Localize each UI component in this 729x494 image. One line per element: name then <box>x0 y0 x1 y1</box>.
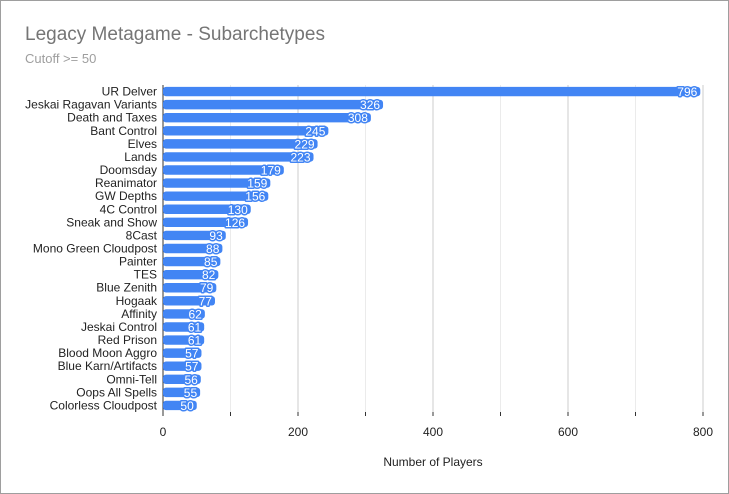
bar <box>163 86 701 97</box>
value-label: 156 <box>245 190 265 204</box>
value-label: 159 <box>247 177 267 191</box>
bar <box>163 296 215 306</box>
value-label: 62 <box>188 307 202 321</box>
value-label: 79 <box>200 281 214 295</box>
bar <box>163 99 384 110</box>
category-label: Death and Taxes <box>67 111 157 125</box>
bar <box>163 191 269 201</box>
bar <box>163 230 226 241</box>
category-label: Elves <box>128 137 157 151</box>
bars <box>163 86 701 411</box>
category-label: UR Delver <box>102 85 157 99</box>
bar <box>163 139 318 149</box>
bar <box>163 178 271 188</box>
chart-subtitle: Cutoff >= 50 <box>25 51 97 66</box>
bar <box>163 361 202 371</box>
x-tick-label: 200 <box>288 425 308 439</box>
value-label: 796 <box>677 85 697 99</box>
value-label: 93 <box>209 229 223 243</box>
x-tick-label: 600 <box>558 425 578 439</box>
bar <box>163 269 219 280</box>
bar <box>163 256 221 267</box>
category-label: 4C Control <box>100 202 157 216</box>
bar <box>163 322 205 332</box>
x-axis-label: Number of Players <box>383 455 482 469</box>
x-tick-label: 0 <box>160 425 167 439</box>
category-label: Sneak and Show <box>66 215 157 229</box>
value-label: 57 <box>185 360 199 374</box>
category-label: Blue Karn/Artifacts <box>58 359 157 373</box>
value-label: 245 <box>305 124 325 138</box>
category-label: TES <box>134 268 157 282</box>
value-label: 82 <box>202 268 216 282</box>
value-label: 57 <box>185 347 199 361</box>
category-label: Mono Green Cloudpost <box>33 242 158 256</box>
value-label: 223 <box>290 150 310 164</box>
bar <box>163 126 329 136</box>
category-label: GW Depths <box>95 189 157 203</box>
value-label: 308 <box>348 111 368 125</box>
value-label: 326 <box>360 98 380 112</box>
category-label: Hogaak <box>116 294 158 308</box>
category-label: Painter <box>119 255 157 269</box>
bar <box>163 204 251 214</box>
category-label: Jeskai Ragavan Variants <box>25 98 157 112</box>
value-label: 229 <box>295 137 315 151</box>
value-label: 179 <box>261 164 281 178</box>
category-label: Affinity <box>121 307 157 321</box>
value-label: 61 <box>188 334 202 348</box>
bar <box>163 348 202 358</box>
x-tick-label: 800 <box>693 425 713 439</box>
bar <box>163 400 197 411</box>
category-label: Reanimator <box>95 176 157 190</box>
bar <box>163 152 314 162</box>
bar <box>163 387 201 398</box>
category-label: 8Cast <box>126 228 158 242</box>
bar <box>163 243 223 254</box>
bar <box>163 112 371 123</box>
value-label: 126 <box>225 216 245 230</box>
category-label: Jeskai Control <box>81 320 157 334</box>
category-label: Oops All Spells <box>76 385 157 399</box>
value-label: 56 <box>184 373 198 387</box>
bar <box>163 217 249 228</box>
bar <box>163 283 217 293</box>
value-label: 55 <box>184 386 198 400</box>
chart-title: Legacy Metagame - Subarchetypes <box>25 24 325 45</box>
category-label: Omni-Tell <box>106 372 157 386</box>
value-label: 77 <box>199 294 213 308</box>
category-label: Red Prison <box>98 333 157 347</box>
bar <box>163 374 201 385</box>
x-axis-ticks: 0 200 400 600 800 <box>160 425 714 439</box>
value-label: 50 <box>180 399 194 413</box>
bar <box>163 165 284 175</box>
bar <box>163 335 205 345</box>
value-label: 85 <box>204 255 218 269</box>
x-tick-label: 400 <box>423 425 443 439</box>
category-label: Bant Control <box>90 124 157 138</box>
category-label: Blue Zenith <box>96 281 157 295</box>
value-label: 61 <box>188 320 202 334</box>
value-label: 88 <box>206 242 220 256</box>
value-label: 130 <box>228 203 248 217</box>
category-label: Doomsday <box>100 163 157 177</box>
category-label: Blood Moon Aggro <box>58 346 157 360</box>
bar <box>163 309 205 319</box>
category-label: Colorless Cloudpost <box>50 398 158 412</box>
category-label: Lands <box>124 150 157 164</box>
